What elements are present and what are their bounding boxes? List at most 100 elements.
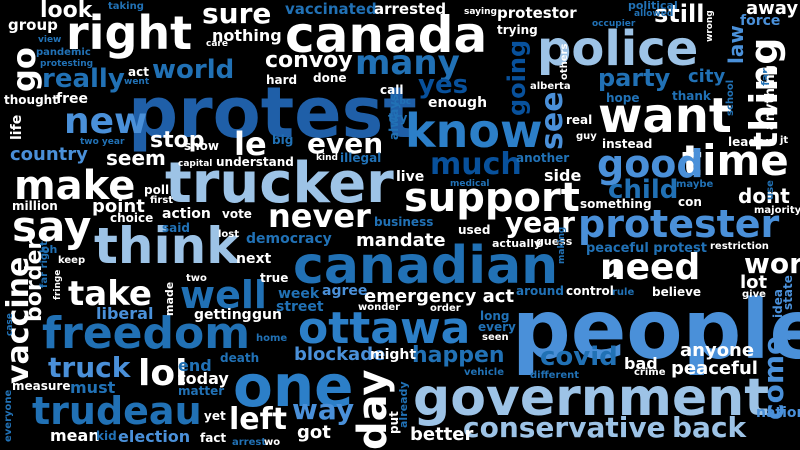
word: trucker (165, 151, 394, 216)
word: everyone (3, 389, 14, 442)
word: two (186, 273, 207, 284)
word: capital (178, 159, 213, 169)
word: back (672, 411, 747, 444)
word: another (516, 151, 570, 165)
word: convoy (265, 48, 353, 73)
word: used (458, 223, 491, 237)
word: instead (602, 137, 653, 151)
word: care (206, 39, 228, 49)
word: live (396, 169, 425, 185)
word: guess (536, 235, 573, 248)
word: vehicle (464, 367, 504, 378)
word: might (370, 347, 417, 363)
word: better (410, 424, 474, 445)
word: freedom (42, 308, 251, 359)
word: emergency act (364, 286, 515, 307)
word: measure (12, 379, 71, 393)
word: covid (540, 342, 618, 372)
word: hard (266, 73, 298, 87)
word: stop (150, 128, 205, 153)
word: give (742, 289, 766, 300)
word: rule (612, 287, 635, 298)
word: force (740, 13, 781, 29)
word: sure (202, 0, 272, 30)
word: country (10, 144, 88, 165)
word: way (292, 393, 355, 426)
word: lol (138, 353, 188, 394)
word: jt (780, 135, 789, 146)
word: guy (576, 131, 597, 142)
word: free (56, 91, 88, 107)
word: really (42, 64, 125, 94)
word: thought (4, 93, 58, 107)
word: time (682, 136, 789, 185)
word: group (8, 16, 58, 34)
word: wonder (358, 302, 401, 313)
word: actually (492, 237, 542, 250)
word: even (307, 127, 384, 160)
word: year (505, 206, 575, 239)
word: liberal (96, 304, 154, 323)
word: ottawa (298, 303, 471, 354)
word: made (163, 281, 176, 316)
word: protest (128, 72, 417, 154)
word: never (268, 197, 371, 235)
word: million (12, 199, 58, 213)
word: keep (58, 255, 86, 266)
word: home (256, 333, 288, 344)
word: understand (216, 155, 294, 169)
word: use (765, 180, 776, 200)
word: mean (50, 426, 100, 445)
word: first (150, 195, 174, 206)
word: pandemic (36, 47, 91, 58)
word: arrested (374, 0, 447, 18)
word: cbc (394, 97, 412, 107)
word: said (162, 221, 190, 235)
word: arrest (232, 437, 267, 448)
word: state (781, 275, 795, 310)
word: nation (756, 405, 800, 421)
word: know (405, 104, 543, 158)
word: side (544, 166, 582, 185)
word: oh (42, 243, 58, 256)
word: case (5, 313, 15, 336)
word: protester (578, 202, 780, 246)
word: world (152, 55, 235, 85)
word: week (278, 286, 320, 302)
word: taking (108, 1, 144, 12)
word: well (180, 273, 267, 317)
word: must (70, 378, 116, 397)
word: one (233, 352, 354, 420)
word: business (374, 215, 434, 229)
word: life (9, 114, 25, 140)
word: fact (200, 431, 227, 445)
word: look (40, 0, 93, 23)
word: gun (252, 307, 282, 323)
word: leader (728, 135, 771, 149)
word: majority (754, 205, 800, 216)
word: dont (738, 184, 790, 208)
word: hope (606, 91, 640, 105)
word: fringe (53, 269, 63, 300)
word: truck (48, 351, 131, 384)
word: new (64, 101, 148, 142)
word: end (178, 356, 212, 375)
word: law (724, 25, 748, 64)
word: next (236, 251, 272, 267)
word: action (162, 206, 211, 222)
word: big (272, 133, 294, 147)
word: believe (652, 285, 702, 299)
word: school (725, 79, 736, 116)
word: trudeau (32, 389, 202, 433)
word: city (688, 66, 726, 87)
word: vote (222, 207, 252, 221)
word: peaceful (671, 358, 758, 379)
word: kind (316, 153, 338, 163)
word: alberta (530, 81, 571, 92)
word: political (628, 0, 678, 12)
word: left (229, 402, 288, 437)
word: show (184, 139, 220, 153)
word: child (608, 175, 679, 205)
word: people (512, 283, 800, 378)
